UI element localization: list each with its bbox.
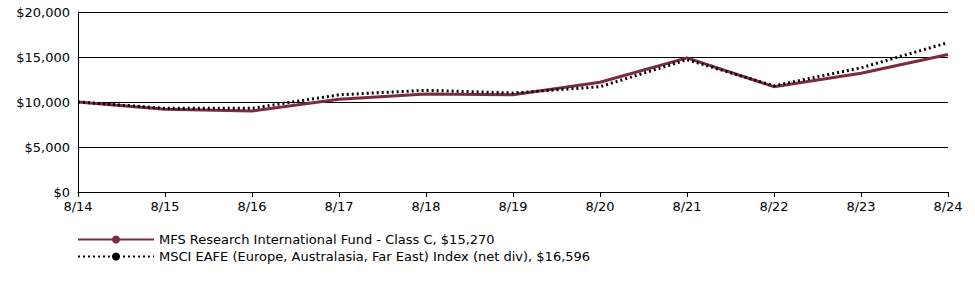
svg-text:MFS Research International Fun: MFS Research International Fund - Class … [159, 232, 495, 247]
svg-text:$10,000: $10,000 [16, 95, 70, 110]
svg-text:8/14: 8/14 [63, 199, 92, 214]
svg-text:8/19: 8/19 [498, 199, 527, 214]
svg-text:8/16: 8/16 [237, 199, 266, 214]
svg-text:8/20: 8/20 [585, 199, 614, 214]
svg-text:8/23: 8/23 [846, 199, 875, 214]
svg-text:$20,000: $20,000 [16, 5, 70, 20]
svg-text:8/18: 8/18 [411, 199, 440, 214]
svg-text:8/22: 8/22 [759, 199, 788, 214]
svg-text:8/17: 8/17 [324, 199, 353, 214]
svg-text:8/24: 8/24 [933, 199, 962, 214]
svg-text:$5,000: $5,000 [25, 140, 71, 155]
svg-text:MSCI EAFE (Europe, Australasia: MSCI EAFE (Europe, Australasia, Far East… [159, 249, 590, 264]
svg-text:$15,000: $15,000 [16, 50, 70, 65]
svg-text:$0: $0 [53, 185, 70, 200]
svg-text:8/15: 8/15 [150, 199, 179, 214]
svg-text:8/21: 8/21 [672, 199, 701, 214]
